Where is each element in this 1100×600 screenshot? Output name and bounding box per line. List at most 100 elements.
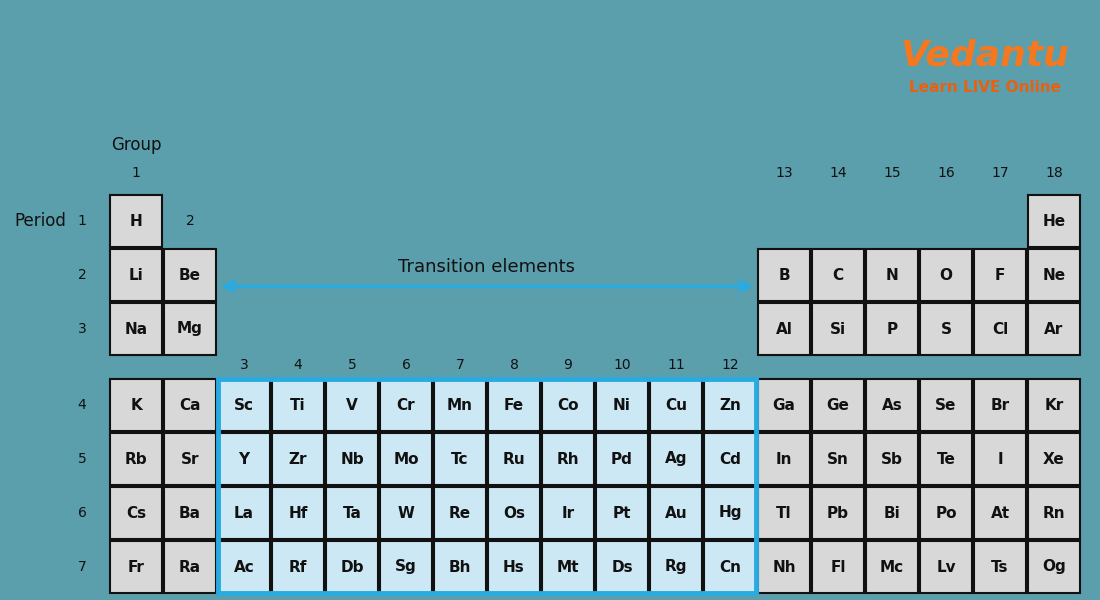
Bar: [110, 249, 162, 301]
Bar: [812, 303, 864, 355]
Text: Sc: Sc: [234, 397, 254, 413]
Bar: [110, 379, 162, 431]
Bar: [164, 379, 216, 431]
Text: 7: 7: [78, 560, 87, 574]
Text: Og: Og: [1042, 559, 1066, 575]
Text: Bi: Bi: [883, 505, 901, 520]
Text: Sn: Sn: [827, 451, 849, 467]
Bar: [379, 541, 432, 593]
Bar: [812, 249, 864, 301]
Bar: [812, 541, 864, 593]
Text: Ni: Ni: [613, 397, 631, 413]
Text: 6: 6: [402, 358, 410, 372]
Bar: [812, 487, 864, 539]
Bar: [650, 433, 702, 485]
Bar: [164, 541, 216, 593]
Text: Sg: Sg: [395, 559, 417, 575]
Bar: [542, 379, 594, 431]
Bar: [758, 487, 810, 539]
Text: Xe: Xe: [1043, 451, 1065, 467]
Bar: [1028, 487, 1080, 539]
Text: Pb: Pb: [827, 505, 849, 520]
Bar: [379, 487, 432, 539]
Text: N: N: [886, 268, 899, 283]
Bar: [326, 487, 378, 539]
Bar: [164, 487, 216, 539]
Bar: [434, 541, 486, 593]
Text: Group: Group: [111, 136, 162, 154]
Text: Ds: Ds: [612, 559, 632, 575]
Text: O: O: [939, 268, 953, 283]
Text: Transition elements: Transition elements: [398, 258, 575, 276]
Text: 4: 4: [294, 358, 302, 372]
Bar: [379, 433, 432, 485]
Text: Ts: Ts: [991, 559, 1009, 575]
Text: 8: 8: [509, 358, 518, 372]
Bar: [650, 379, 702, 431]
Text: Ba: Ba: [179, 505, 201, 520]
Bar: [704, 541, 756, 593]
Bar: [1028, 249, 1080, 301]
Text: Mt: Mt: [557, 559, 580, 575]
Bar: [596, 487, 648, 539]
Text: Mn: Mn: [447, 397, 473, 413]
Text: Ga: Ga: [772, 397, 795, 413]
Bar: [272, 433, 324, 485]
Bar: [974, 249, 1026, 301]
Bar: [218, 487, 270, 539]
Text: Cd: Cd: [719, 451, 741, 467]
Bar: [812, 433, 864, 485]
Bar: [218, 379, 756, 593]
Text: 5: 5: [348, 358, 356, 372]
Text: 17: 17: [991, 166, 1009, 180]
Bar: [164, 249, 216, 301]
Text: As: As: [881, 397, 902, 413]
Bar: [974, 487, 1026, 539]
Bar: [326, 379, 378, 431]
Bar: [542, 487, 594, 539]
Bar: [379, 379, 432, 431]
Text: 1: 1: [78, 214, 87, 228]
Text: Ca: Ca: [179, 397, 200, 413]
Bar: [488, 487, 540, 539]
Text: Vedantu: Vedantu: [901, 38, 1069, 72]
Text: Pt: Pt: [613, 505, 631, 520]
Bar: [218, 379, 270, 431]
Bar: [920, 433, 972, 485]
Text: Os: Os: [503, 505, 525, 520]
Text: 9: 9: [563, 358, 572, 372]
Text: 1: 1: [132, 166, 141, 180]
Text: Zn: Zn: [719, 397, 741, 413]
Bar: [164, 433, 216, 485]
Text: Ac: Ac: [233, 559, 254, 575]
Text: At: At: [990, 505, 1010, 520]
Text: Li: Li: [129, 268, 143, 283]
Text: Bh: Bh: [449, 559, 471, 575]
Text: 15: 15: [883, 166, 901, 180]
Bar: [974, 433, 1026, 485]
Bar: [542, 541, 594, 593]
Text: Kr: Kr: [1044, 397, 1064, 413]
Bar: [758, 303, 810, 355]
Bar: [866, 487, 918, 539]
Text: Si: Si: [829, 322, 846, 337]
Text: Hf: Hf: [288, 505, 308, 520]
Bar: [812, 379, 864, 431]
Bar: [272, 541, 324, 593]
Bar: [1028, 195, 1080, 247]
Bar: [434, 379, 486, 431]
Text: 2: 2: [186, 214, 195, 228]
Text: S: S: [940, 322, 952, 337]
Bar: [110, 487, 162, 539]
Text: W: W: [397, 505, 415, 520]
Text: Cs: Cs: [125, 505, 146, 520]
Text: Zr: Zr: [288, 451, 307, 467]
Text: Mc: Mc: [880, 559, 904, 575]
Bar: [110, 195, 162, 247]
Text: Db: Db: [340, 559, 364, 575]
Text: Nb: Nb: [340, 451, 364, 467]
Text: Br: Br: [990, 397, 1010, 413]
Bar: [326, 433, 378, 485]
Text: Ta: Ta: [342, 505, 362, 520]
Bar: [488, 433, 540, 485]
